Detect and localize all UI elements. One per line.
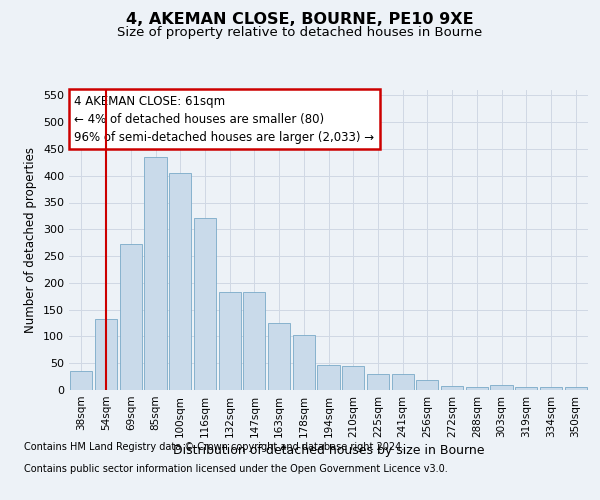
Bar [515,388,538,390]
Bar [194,218,216,390]
Bar [565,387,587,390]
Bar [416,380,439,390]
Bar [95,320,117,390]
Bar [268,323,290,390]
Bar [342,366,364,390]
Bar [293,335,315,390]
Bar [441,386,463,390]
Text: Contains HM Land Registry data © Crown copyright and database right 2024.: Contains HM Land Registry data © Crown c… [24,442,404,452]
Bar [392,374,414,390]
Bar [119,244,142,390]
Bar [218,292,241,390]
Bar [540,388,562,390]
Bar [169,173,191,390]
Bar [145,157,167,390]
Bar [243,292,265,390]
X-axis label: Distribution of detached houses by size in Bourne: Distribution of detached houses by size … [173,444,484,457]
Text: 4 AKEMAN CLOSE: 61sqm
← 4% of detached houses are smaller (80)
96% of semi-detac: 4 AKEMAN CLOSE: 61sqm ← 4% of detached h… [74,94,374,144]
Text: Size of property relative to detached houses in Bourne: Size of property relative to detached ho… [118,26,482,39]
Text: Contains public sector information licensed under the Open Government Licence v3: Contains public sector information licen… [24,464,448,474]
Y-axis label: Number of detached properties: Number of detached properties [25,147,37,333]
Bar [70,371,92,390]
Text: 4, AKEMAN CLOSE, BOURNE, PE10 9XE: 4, AKEMAN CLOSE, BOURNE, PE10 9XE [126,12,474,28]
Bar [490,384,512,390]
Bar [367,374,389,390]
Bar [466,388,488,390]
Bar [317,366,340,390]
